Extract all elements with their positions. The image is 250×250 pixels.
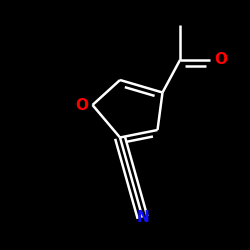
Text: O: O — [76, 98, 88, 112]
Text: O: O — [214, 52, 227, 68]
Text: N: N — [136, 210, 149, 225]
